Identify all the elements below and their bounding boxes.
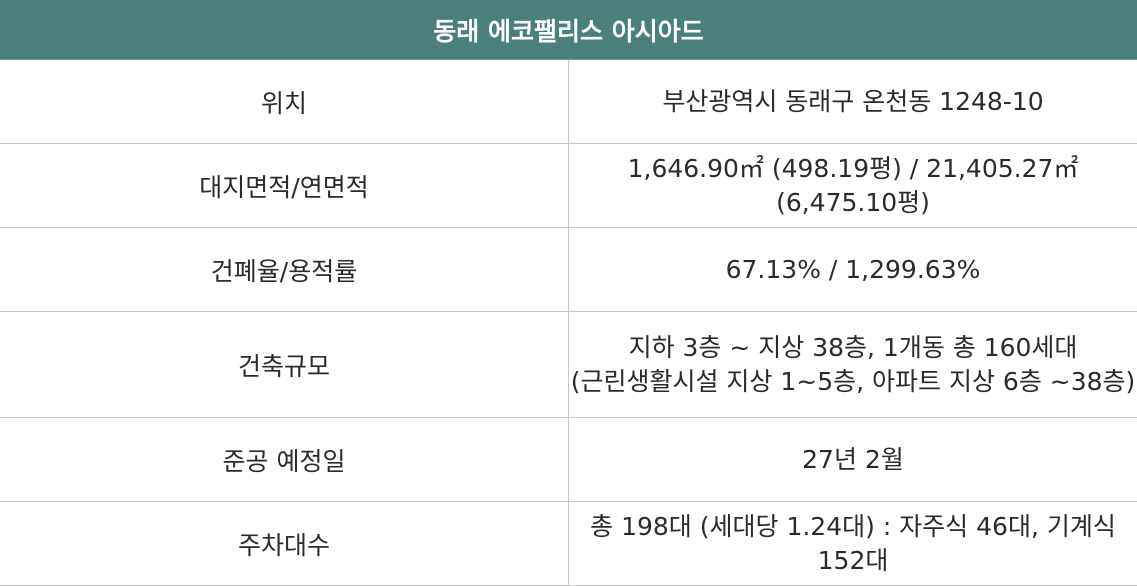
table-row-area: 대지면적/연면적 1,646.90㎡ (498.19평) / 21,405.27… (0, 144, 1137, 228)
parking-value: 총 198대 (세대당 1.24대) : 자주식 46대, 기계식 152대 (569, 502, 1137, 586)
ratio-value: 67.13% / 1,299.63% (569, 228, 1137, 312)
scale-value-line-2: (근린생활시설 지상 1~5층, 아파트 지상 6층 ~38층) (569, 365, 1137, 399)
scale-value-line-1: 지하 3층 ~ 지상 38층, 1개동 총 160세대 (569, 331, 1137, 365)
parking-value-text: 총 198대 (세대당 1.24대) : 자주식 46대, 기계식 152대 (569, 510, 1137, 578)
table-row-parking: 주차대수 총 198대 (세대당 1.24대) : 자주식 46대, 기계식 1… (0, 502, 1137, 586)
location-value-text: 부산광역시 동래구 온천동 1248-10 (569, 85, 1137, 119)
table-title-row: 동래 에코팰리스 아시아드 (0, 0, 1137, 60)
table-title: 동래 에코팰리스 아시아드 (0, 0, 1137, 60)
parking-label: 주차대수 (0, 502, 569, 586)
scale-value: 지하 3층 ~ 지상 38층, 1개동 총 160세대 (근린생활시설 지상 1… (569, 312, 1137, 418)
completion-label: 준공 예정일 (0, 418, 569, 502)
completion-value-text: 27년 2월 (569, 443, 1137, 477)
scale-label: 건축규모 (0, 312, 569, 418)
table-row-completion: 준공 예정일 27년 2월 (0, 418, 1137, 502)
ratio-value-text: 67.13% / 1,299.63% (569, 253, 1137, 287)
ratio-label: 건폐율/용적률 (0, 228, 569, 312)
completion-value: 27년 2월 (569, 418, 1137, 502)
location-value: 부산광역시 동래구 온천동 1248-10 (569, 60, 1137, 144)
location-label: 위치 (0, 60, 569, 144)
table-row-location: 위치 부산광역시 동래구 온천동 1248-10 (0, 60, 1137, 144)
area-label: 대지면적/연면적 (0, 144, 569, 228)
area-value: 1,646.90㎡ (498.19평) / 21,405.27㎡(6,475.1… (569, 144, 1137, 228)
table-row-ratio: 건폐율/용적률 67.13% / 1,299.63% (0, 228, 1137, 312)
area-value-text: 1,646.90㎡ (498.19평) / 21,405.27㎡(6,475.1… (569, 152, 1137, 220)
table-row-scale: 건축규모 지하 3층 ~ 지상 38층, 1개동 총 160세대 (근린생활시설… (0, 312, 1137, 418)
